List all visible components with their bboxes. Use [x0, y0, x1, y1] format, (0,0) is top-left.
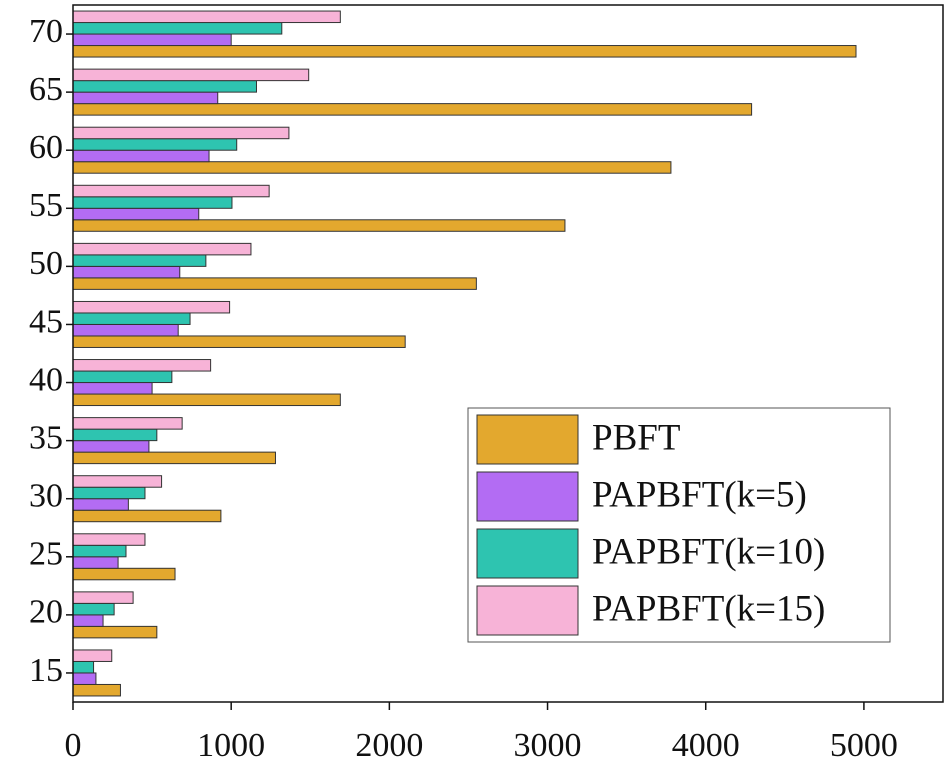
legend-swatch [476, 528, 579, 579]
bar [72, 126, 290, 140]
x-tick-label: 5000 [830, 727, 898, 764]
bar [72, 68, 310, 82]
bar [72, 359, 212, 372]
y-tick-label: 40 [29, 361, 63, 398]
x-tick-label: 4000 [672, 727, 740, 764]
legend-label: PAPBFT(k=15) [592, 588, 825, 629]
y-tick-label: 50 [29, 245, 63, 282]
bar [72, 509, 222, 523]
bar [72, 660, 95, 674]
plot-frame [72, 4, 944, 703]
legend-swatch [476, 585, 579, 636]
bar [72, 103, 753, 116]
y-tick-label: 65 [29, 71, 63, 108]
bar [72, 312, 191, 325]
bar [72, 591, 134, 604]
bar [72, 625, 158, 639]
bar [72, 382, 153, 395]
bar [72, 672, 97, 685]
bar [72, 184, 270, 198]
bar [72, 393, 341, 407]
bar [72, 242, 252, 256]
y-tick-label: 45 [29, 303, 63, 340]
bar [72, 254, 207, 267]
bar [72, 196, 233, 209]
bar [72, 33, 232, 47]
legend-swatch [476, 471, 579, 522]
bar [72, 91, 219, 105]
x-tick-label: 3000 [514, 727, 582, 764]
x-tick-label: 2000 [355, 727, 423, 764]
y-tick-label: 60 [29, 129, 63, 166]
bar [72, 475, 163, 488]
bar [72, 370, 173, 384]
bar [72, 567, 176, 581]
y-tick-label: 55 [29, 187, 63, 224]
y-tick-label: 15 [29, 652, 63, 689]
bar [72, 649, 113, 662]
bar [72, 335, 406, 348]
bar [72, 556, 119, 569]
bar [72, 323, 179, 337]
bar [72, 614, 104, 627]
bar [72, 45, 857, 58]
legend-label: PBFT [592, 417, 680, 458]
bar [72, 207, 200, 221]
bar [72, 683, 121, 697]
y-tick-label: 70 [29, 13, 63, 50]
bar [72, 149, 210, 163]
bar [72, 417, 183, 430]
y-tick-label: 35 [29, 419, 63, 456]
bar [72, 428, 158, 442]
bar [72, 602, 115, 616]
y-tick-label: 30 [29, 478, 63, 515]
y-tick-label: 20 [29, 594, 63, 631]
bar [72, 533, 146, 546]
bar [72, 219, 566, 232]
bar [72, 80, 257, 93]
bar [72, 451, 276, 465]
bar [72, 138, 238, 151]
legend-label: PAPBFT(k=5) [592, 474, 807, 515]
bar [72, 300, 231, 314]
bar [72, 440, 150, 453]
bar [72, 265, 181, 279]
bar [72, 498, 129, 511]
x-tick-label: 1000 [197, 727, 265, 764]
legend-label: PAPBFT(k=10) [592, 531, 825, 572]
legend-swatch [476, 414, 579, 465]
bar [72, 161, 672, 174]
y-tick-label: 25 [29, 536, 63, 573]
bar [72, 277, 477, 290]
x-tick-label: 0 [65, 727, 82, 764]
bar [72, 544, 127, 558]
bar [72, 486, 146, 500]
bar [72, 22, 283, 35]
bar [72, 10, 341, 24]
